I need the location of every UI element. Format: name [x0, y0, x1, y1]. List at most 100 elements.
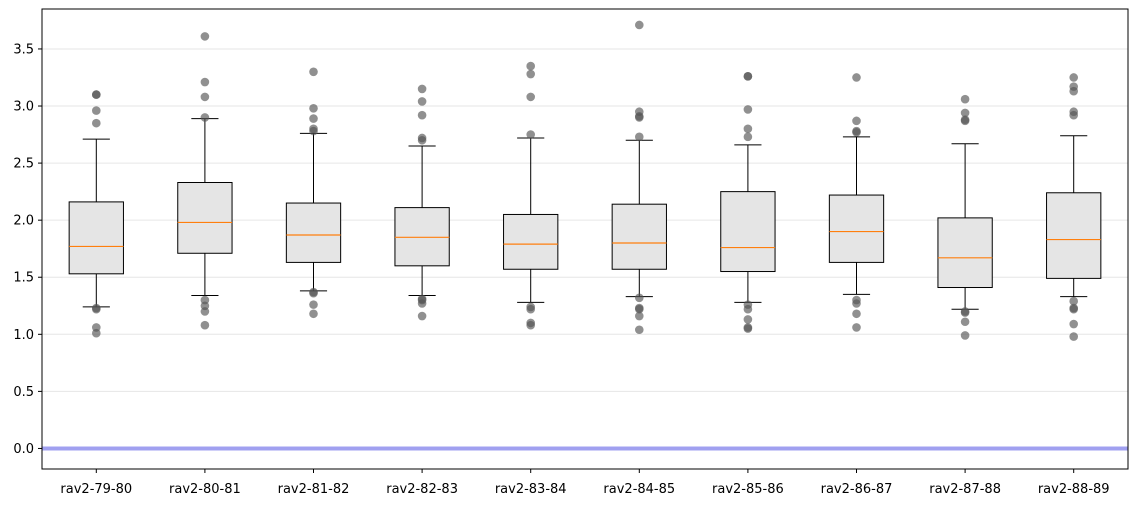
- x-tick-label: rav2-85-86: [712, 482, 784, 497]
- outlier-point: [92, 323, 101, 332]
- x-tick-label: rav2-80-81: [169, 482, 241, 497]
- outlier-point: [200, 320, 210, 330]
- x-tick-label: rav2-83-84: [495, 482, 567, 497]
- outlier-point: [635, 325, 644, 335]
- y-tick-label: 3.5: [13, 42, 34, 57]
- outlier-point: [200, 295, 210, 305]
- x-tick-label: rav2-86-87: [821, 482, 893, 497]
- outlier-point: [1069, 332, 1078, 341]
- outlier-point: [743, 323, 753, 332]
- outlier-point: [309, 104, 318, 113]
- outlier-point: [743, 132, 753, 142]
- iqr-box: [503, 213, 559, 270]
- outlier-point: [526, 92, 535, 102]
- box-rav2-84-85: [611, 139, 667, 298]
- outlier-point: [635, 132, 644, 142]
- box-rav2-79-80: [68, 138, 124, 308]
- outlier-point: [417, 311, 427, 321]
- outlier-point: [635, 107, 644, 117]
- outlier-point: [526, 302, 535, 312]
- outlier-point: [960, 307, 970, 316]
- boxes-layer: [68, 118, 1102, 310]
- box-rav2-85-86: [720, 144, 776, 303]
- box-rav2-86-87: [828, 136, 885, 295]
- iqr-box: [177, 181, 233, 254]
- outlier-point: [92, 106, 101, 115]
- outlier-point: [1069, 296, 1078, 306]
- outlier-point: [417, 110, 427, 120]
- y-tick-label: 2.5: [13, 157, 34, 172]
- outlier-point: [526, 69, 535, 79]
- axes-layer: 0.0 0.5 1.0 1.5 2.0 2.5 3.0 3.5 rav2-79-80 rav2-8…: [13, 42, 1109, 497]
- outlier-point: [743, 105, 753, 114]
- iqr-box: [1046, 192, 1102, 279]
- box-rav2-82-83: [394, 145, 450, 297]
- outlier-point: [309, 287, 318, 297]
- outlier-point: [960, 94, 970, 104]
- outlier-point: [309, 300, 318, 309]
- outlier-point: [417, 294, 427, 304]
- outlier-point: [743, 124, 753, 134]
- outlier-point: [309, 67, 318, 77]
- y-tick-label: 2.0: [13, 214, 34, 229]
- outlier-point: [635, 293, 644, 303]
- box-rav2-80-81: [177, 118, 233, 297]
- outlier-point: [1069, 319, 1078, 329]
- outlier-point: [526, 61, 535, 71]
- x-tick-label: rav2-87-88: [929, 482, 1001, 497]
- outlier-point: [635, 20, 644, 30]
- outlier-point: [309, 309, 318, 319]
- outlier-point: [960, 115, 970, 125]
- outlier-point: [635, 311, 644, 321]
- iqr-box: [937, 217, 993, 289]
- x-tick-label: rav2-81-82: [278, 482, 350, 497]
- outlier-point: [743, 315, 753, 324]
- outlier-point: [960, 317, 970, 327]
- outlier-point: [1069, 303, 1078, 313]
- x-tick-label: rav2-88-89: [1038, 482, 1110, 497]
- y-tick-label: 3.0: [13, 100, 34, 115]
- outlier-point: [743, 300, 753, 309]
- outlier-point: [852, 295, 861, 305]
- outlier-point: [852, 116, 861, 126]
- outlier-point: [417, 84, 427, 94]
- outlier-point: [92, 303, 101, 313]
- plot-frame: [41, 8, 1129, 470]
- x-tick-label: rav2-82-83: [386, 482, 458, 497]
- box-rav2-88-89: [1046, 135, 1102, 298]
- box-rav2-83-84: [503, 137, 559, 303]
- box-rav2-81-82: [285, 132, 342, 292]
- outlier-point: [852, 73, 861, 82]
- outlier-point: [417, 97, 427, 106]
- outlier-point: [526, 130, 535, 139]
- y-tick-label: 0.0: [13, 442, 34, 457]
- outlier-point: [743, 72, 753, 81]
- y-tick-label: 1.0: [13, 328, 34, 343]
- outlier-point: [200, 77, 210, 87]
- outliers-layer: [92, 20, 1078, 341]
- outlier-point: [635, 303, 644, 313]
- box-rav2-87-88: [937, 143, 993, 310]
- y-tick-label: 1.5: [13, 271, 34, 286]
- y-tick-label: 0.5: [13, 385, 34, 400]
- iqr-box: [720, 191, 776, 273]
- outlier-point: [852, 309, 861, 319]
- outlier-point: [92, 118, 101, 128]
- x-tick-label: rav2-79-80: [60, 482, 132, 497]
- outlier-point: [1069, 82, 1078, 91]
- iqr-box: [285, 202, 342, 263]
- iqr-box: [68, 201, 124, 275]
- outlier-point: [960, 108, 970, 118]
- outlier-point: [200, 113, 210, 122]
- outlier-point: [526, 318, 535, 328]
- outlier-point: [1069, 107, 1078, 117]
- iqr-box: [611, 203, 667, 270]
- outlier-point: [92, 90, 101, 99]
- iqr-box: [828, 194, 885, 263]
- outlier-point: [960, 331, 970, 340]
- outlier-point: [200, 92, 210, 102]
- outlier-point: [852, 126, 861, 136]
- outlier-point: [1069, 73, 1078, 82]
- outlier-point: [309, 114, 318, 123]
